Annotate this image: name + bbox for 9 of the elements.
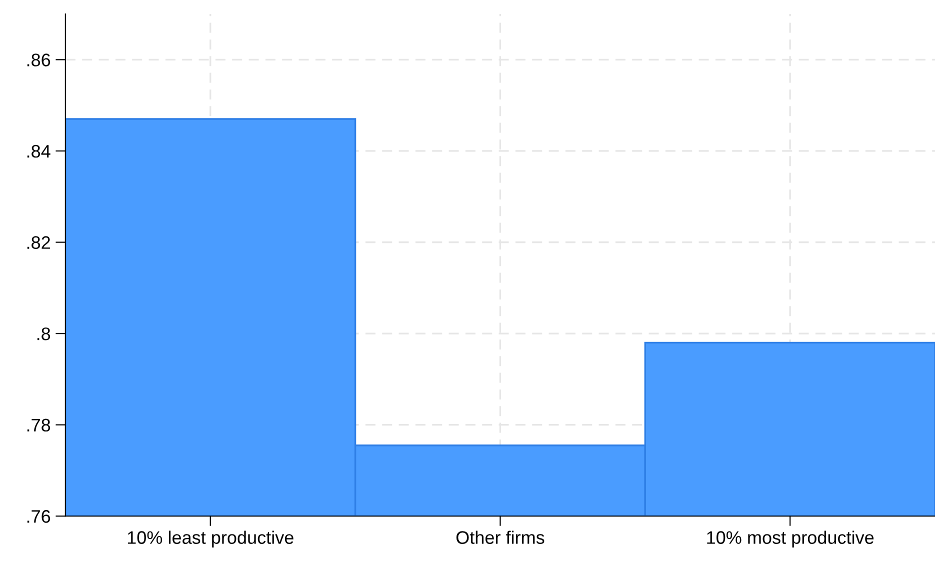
x-tick-label: 10% most productive xyxy=(707,530,874,548)
y-tick-label: .76 xyxy=(27,510,50,523)
y-tick-label: .84 xyxy=(27,144,50,158)
y-tick-label: .86 xyxy=(27,54,50,66)
y-tick-label: .78 xyxy=(27,418,50,432)
y-tick-label: .8 xyxy=(37,327,50,340)
x-tick-label: Other firms xyxy=(456,530,544,544)
y-tick-label: .82 xyxy=(27,236,50,249)
x-tick-label: 10% least productive xyxy=(128,530,294,548)
